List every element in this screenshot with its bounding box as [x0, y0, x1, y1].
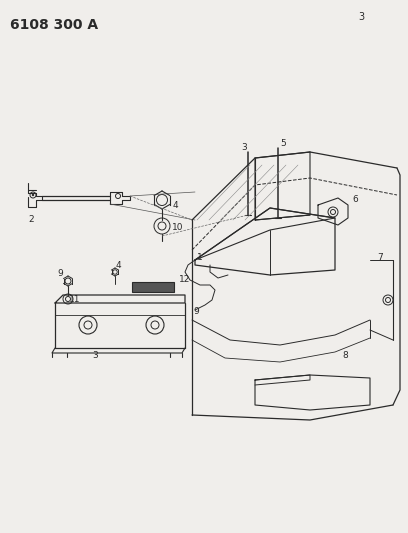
Bar — [132, 282, 174, 292]
Text: 5: 5 — [280, 139, 286, 148]
Text: 6: 6 — [352, 196, 358, 205]
Text: 4: 4 — [115, 261, 121, 270]
Text: 7: 7 — [377, 253, 383, 262]
Text: 6108 300 A: 6108 300 A — [10, 18, 98, 32]
Text: 9: 9 — [57, 269, 63, 278]
Text: 9: 9 — [193, 308, 199, 317]
Text: 1: 1 — [197, 253, 203, 262]
Text: 3: 3 — [92, 351, 98, 359]
Text: 10: 10 — [172, 223, 184, 232]
Text: 12: 12 — [179, 276, 191, 285]
Text: 3: 3 — [358, 12, 364, 22]
Text: 4: 4 — [172, 200, 178, 209]
Text: 8: 8 — [342, 351, 348, 359]
Text: 11: 11 — [69, 295, 81, 303]
Text: 2: 2 — [28, 215, 34, 224]
Circle shape — [32, 194, 34, 196]
Text: 3: 3 — [241, 142, 247, 151]
